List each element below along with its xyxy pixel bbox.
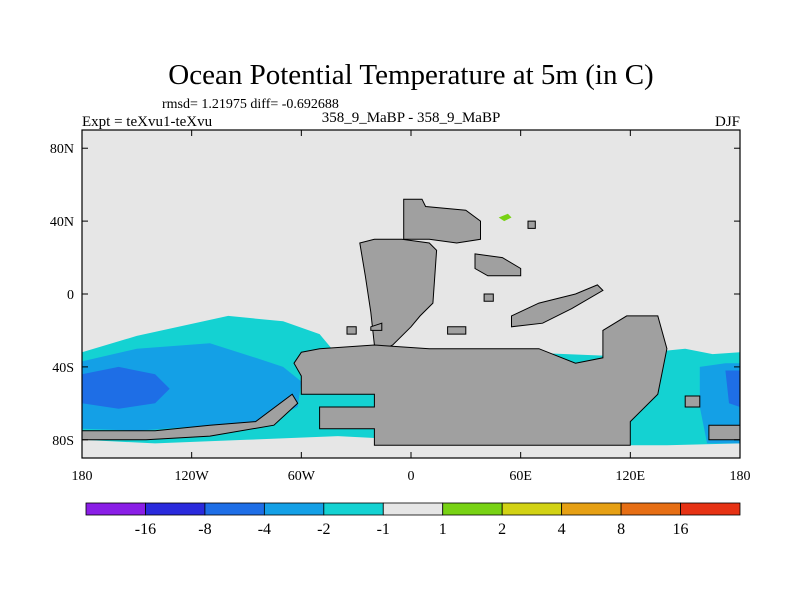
anomaly-region-south-pacific-medium — [82, 343, 302, 431]
land-small-island-b — [346, 326, 357, 335]
anomaly-region-north-green-spot — [498, 213, 512, 222]
colorbar-swatch — [145, 502, 206, 516]
colorbar-swatch — [263, 502, 325, 516]
x-axis: 180 120W 60W 0 60E 120E 180 — [72, 130, 751, 484]
land-north-landmass — [403, 198, 481, 244]
season-label: DJF — [715, 114, 740, 130]
land-small-island-e — [684, 395, 701, 408]
land-southern-continent — [293, 315, 668, 446]
colorbar-label: 8 — [617, 521, 625, 538]
colorbar-label: -8 — [198, 521, 211, 538]
colorbar-swatch — [501, 502, 563, 516]
colorbar-label: 1 — [439, 521, 447, 538]
colorbar-label: -4 — [258, 521, 271, 538]
land-central-island — [474, 253, 522, 277]
colorbar-swatch — [561, 502, 622, 516]
land-small-island-d — [483, 293, 494, 302]
experiment-label: Expt = teXvu1-teXvu — [82, 114, 213, 130]
land-small-island-f — [527, 220, 536, 229]
x-tick-label: 180 — [730, 469, 751, 484]
colorbar-label: 16 — [673, 521, 689, 538]
x-tick-label: 60E — [509, 469, 532, 484]
y-axis: 80N 40N 0 40S 80S — [50, 142, 740, 449]
x-tick-label: 120E — [616, 469, 646, 484]
colorbar-swatch — [204, 502, 265, 516]
chart-title: Ocean Potential Temperature at 5m (in C) — [168, 59, 653, 91]
colorbar: -16 -8 -4 -2 -1 1 2 4 8 16 — [85, 502, 741, 538]
anomaly-region-south-pacific-strong — [82, 366, 170, 409]
anomaly-region-east-strong — [725, 370, 740, 407]
x-tick-label: 0 — [408, 469, 415, 484]
colorbar-swatch — [442, 502, 503, 516]
colorbar-swatch — [323, 502, 384, 516]
colorbar-label: 4 — [558, 521, 566, 538]
y-tick-label: 0 — [67, 288, 74, 303]
land-small-island-a — [370, 322, 383, 331]
colorbar-label: -16 — [135, 521, 156, 538]
stats-text: rmsd= 1.21975 diff= -0.692688 — [162, 97, 339, 112]
colorbar-swatch — [680, 502, 741, 516]
subtitle-text: 358_9_MaBP - 358_9_MaBP — [322, 110, 501, 126]
land-layer — [82, 198, 740, 446]
y-tick-label: 40N — [50, 215, 74, 230]
x-tick-label: 60W — [288, 469, 316, 484]
x-tick-label: 180 — [72, 469, 93, 484]
land-southwest-peninsula — [82, 393, 299, 441]
colorbar-label: 2 — [498, 521, 506, 538]
y-tick-label: 80S — [52, 434, 74, 449]
colorbar-label: -2 — [317, 521, 330, 538]
y-tick-label: 40S — [52, 361, 74, 376]
y-tick-label: 80N — [50, 142, 74, 157]
colorbar-swatch — [85, 502, 146, 516]
colorbar-swatch — [620, 502, 681, 516]
map-area — [82, 130, 740, 458]
land-east-arc — [511, 284, 604, 328]
land-far-east-strip — [708, 424, 740, 441]
colorbar-label: -1 — [377, 521, 390, 538]
land-small-island-c — [447, 326, 467, 335]
colorbar-swatch — [382, 502, 444, 516]
x-tick-label: 120W — [175, 469, 210, 484]
